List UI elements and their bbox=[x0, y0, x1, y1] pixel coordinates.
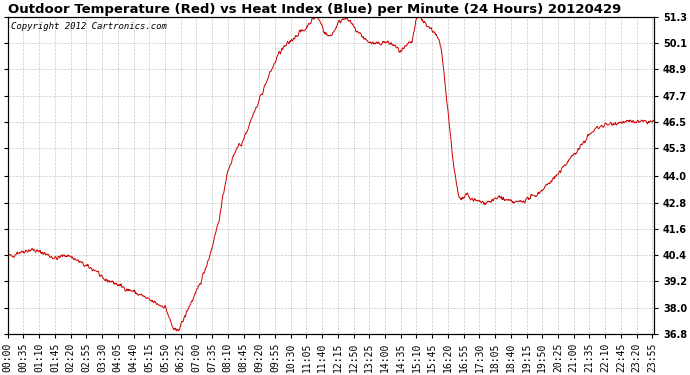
Text: Outdoor Temperature (Red) vs Heat Index (Blue) per Minute (24 Hours) 20120429: Outdoor Temperature (Red) vs Heat Index … bbox=[8, 3, 621, 16]
Text: Copyright 2012 Cartronics.com: Copyright 2012 Cartronics.com bbox=[11, 22, 167, 31]
